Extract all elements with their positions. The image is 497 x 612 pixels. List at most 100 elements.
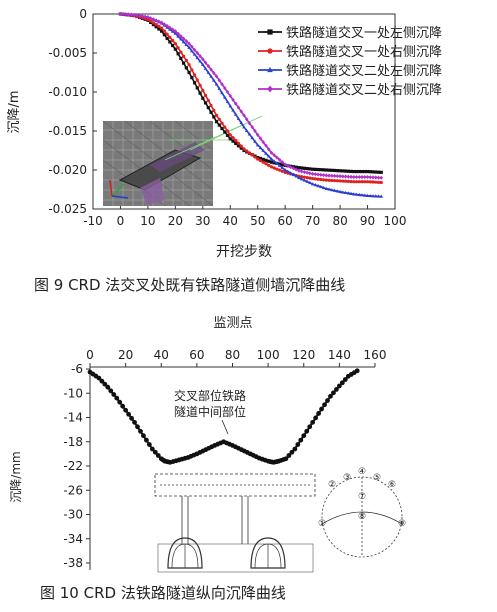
data-point	[343, 174, 348, 179]
data-point	[165, 32, 169, 36]
data-point	[146, 442, 152, 447]
data-point	[179, 56, 183, 61]
data-point	[316, 172, 320, 177]
data-point	[354, 368, 360, 374]
data-point	[327, 178, 331, 182]
data-point	[269, 150, 274, 155]
data-point	[234, 138, 238, 143]
data-point	[305, 176, 309, 180]
x-tick-label: 120	[292, 348, 315, 362]
data-point	[126, 12, 131, 17]
data-point	[258, 145, 263, 150]
data-point	[146, 15, 150, 20]
x-tick-label: 0	[117, 214, 125, 228]
data-point	[244, 117, 249, 122]
x-tick-label: 40	[223, 214, 238, 228]
data-point	[299, 177, 304, 181]
data-point	[111, 392, 117, 397]
data-point	[173, 42, 177, 46]
legend-label: 铁路隧道交叉一处右侧沉降	[286, 44, 442, 60]
data-point	[324, 173, 329, 178]
measurement-point-label: ⑦	[358, 492, 366, 502]
data-point	[365, 180, 370, 184]
data-point	[316, 183, 320, 188]
data-point	[338, 169, 342, 173]
figure-9-plot-area: -10 0 10 20 30 40 50 60 70 80 90 100 0 -0.005 -0.010 -…	[48, 7, 442, 228]
data-point	[192, 47, 197, 52]
data-point	[272, 159, 276, 163]
x-tick-label: 100	[384, 214, 407, 228]
data-point	[129, 415, 134, 421]
data-point	[288, 164, 293, 170]
data-point	[376, 180, 381, 184]
data-point	[308, 180, 312, 185]
data-point	[352, 180, 356, 184]
tunnel-schematic	[154, 473, 316, 573]
data-point	[267, 163, 271, 167]
data-point	[198, 54, 202, 59]
data-point	[275, 161, 279, 165]
data-point	[184, 58, 188, 63]
data-point	[302, 178, 307, 182]
data-point	[123, 407, 129, 413]
data-point	[171, 43, 175, 48]
data-point	[201, 62, 205, 66]
data-point	[258, 159, 263, 163]
data-point	[223, 95, 227, 99]
data-point	[357, 192, 362, 197]
data-point	[160, 26, 164, 30]
data-point	[261, 139, 265, 145]
data-point	[346, 179, 350, 183]
data-point	[371, 170, 375, 174]
data-point	[338, 189, 342, 194]
data-point	[319, 184, 323, 189]
data-point	[338, 174, 342, 179]
data-point	[354, 192, 359, 196]
data-point	[321, 185, 326, 190]
data-point	[352, 192, 356, 196]
data-point	[239, 109, 244, 114]
data-point	[313, 167, 317, 171]
data-point	[171, 38, 175, 43]
data-point	[157, 27, 161, 31]
data-point	[360, 174, 364, 180]
data-point	[118, 11, 123, 17]
data-point	[322, 168, 326, 172]
y-tick-label: -14	[63, 411, 83, 425]
data-point	[217, 123, 221, 127]
data-point	[363, 174, 367, 180]
data-point	[184, 39, 189, 44]
figure-10-chart: 监测点 0 20 40 60 80 100 120 140 160 -6 -10 -14 -18 -22…	[9, 316, 406, 573]
data-point	[291, 166, 296, 171]
data-point	[255, 132, 260, 137]
x-tick-label: 80	[225, 348, 240, 362]
x-tick-label: 80	[332, 214, 347, 228]
data-point	[245, 149, 249, 153]
data-point	[242, 147, 246, 151]
data-point	[203, 101, 208, 105]
data-point	[319, 172, 323, 177]
data-point	[341, 190, 345, 194]
y-tick-label: -0.020	[48, 163, 87, 177]
data-point	[379, 175, 384, 180]
data-point	[278, 168, 282, 172]
data-point	[349, 174, 353, 179]
data-point	[151, 17, 156, 22]
data-point	[322, 178, 326, 182]
y-tick-label: -6	[71, 362, 83, 376]
data-point	[162, 22, 167, 27]
data-point	[151, 23, 155, 27]
data-point	[182, 54, 186, 58]
data-point	[325, 398, 330, 403]
data-point	[324, 168, 328, 172]
data-point	[179, 50, 183, 54]
data-point	[165, 36, 169, 40]
data-point	[363, 169, 367, 174]
legend-label: 铁路隧道交叉一处左侧沉降	[286, 25, 442, 41]
data-point	[334, 387, 339, 392]
data-point	[253, 128, 257, 134]
legend-label: 铁路隧道交叉二处左侧沉降	[286, 63, 442, 79]
data-point	[294, 167, 298, 172]
data-point	[144, 437, 149, 443]
data-point	[234, 101, 238, 106]
